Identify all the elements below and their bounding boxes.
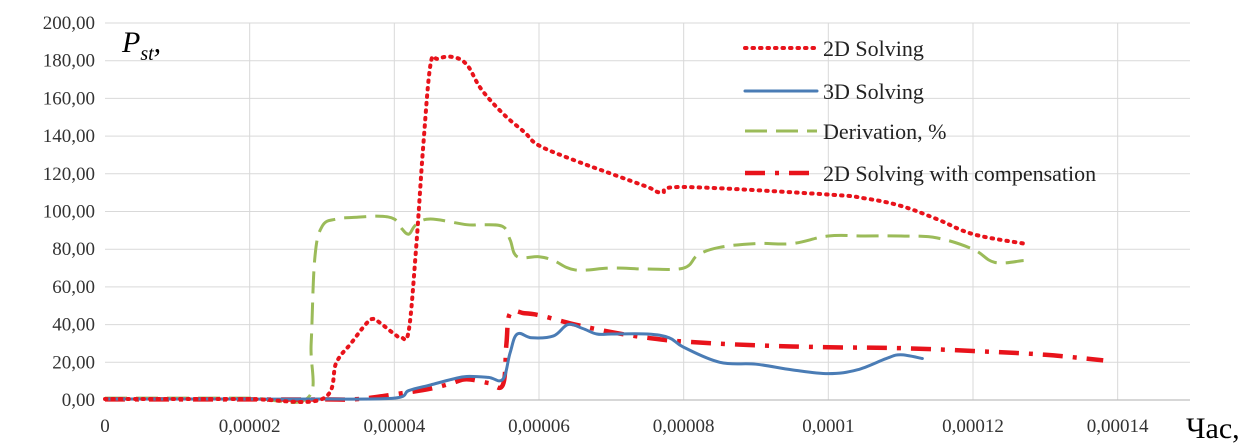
x-tick-label: 0,00004 — [363, 416, 425, 437]
legend-label-1: 2D Solving — [823, 36, 924, 61]
y-tick-label: 100,00 — [43, 202, 95, 223]
x-tick-label: 0,00002 — [219, 416, 281, 437]
x-tick-label: 0,00006 — [508, 416, 570, 437]
gridlines — [105, 22, 1190, 400]
x-tick-label: 0,00008 — [653, 416, 715, 437]
series-line-2 — [103, 322, 924, 401]
legend-label-4: 2D Solving with compensation — [823, 161, 1096, 186]
y-axis-label-main: P — [121, 26, 140, 59]
y-tick-label: 200,00 — [43, 13, 95, 34]
y-tick-label: 160,00 — [43, 88, 95, 109]
y-tick-label: 60,00 — [52, 277, 95, 298]
x-tick-label: 0,00014 — [1087, 416, 1149, 437]
y-tick-label: 40,00 — [52, 315, 95, 336]
y-tick-label: 180,00 — [43, 51, 95, 72]
y-tick-label: 80,00 — [52, 239, 95, 260]
y-axis-label-suffix: , — [154, 26, 162, 59]
x-tick-label: 0,0001 — [802, 416, 854, 437]
y-axis-label-sub: st — [140, 43, 154, 65]
x-tick-label: 0,00012 — [942, 416, 1004, 437]
y-tick-label: 120,00 — [43, 164, 95, 185]
y-tick-labels: 0,00 20,00 40,00 60,00 80,00 100,00 120,00 140,… — [43, 13, 95, 411]
legend-label-3: Derivation, % — [823, 119, 946, 144]
legend-label-2: 3D Solving — [823, 79, 924, 104]
y-tick-label: 20,00 — [52, 352, 95, 373]
series-line-3 — [105, 214, 1024, 404]
series-line-1 — [103, 54, 1026, 404]
series-lines — [103, 54, 1104, 404]
x-tick-label: 0 — [100, 416, 110, 437]
x-tick-labels: 0 0,00002 0,00004 0,00006 0,00008 0,0001 0,000… — [100, 416, 1149, 437]
x-axis-label: Час, — [1186, 412, 1240, 445]
y-axis-label: Pst, — [121, 26, 161, 65]
legend: 2D Solving 3D Solving Derivation, % 2D Solv… — [743, 36, 1096, 186]
y-tick-label: 0,00 — [62, 390, 95, 411]
y-tick-label: 140,00 — [43, 126, 95, 147]
